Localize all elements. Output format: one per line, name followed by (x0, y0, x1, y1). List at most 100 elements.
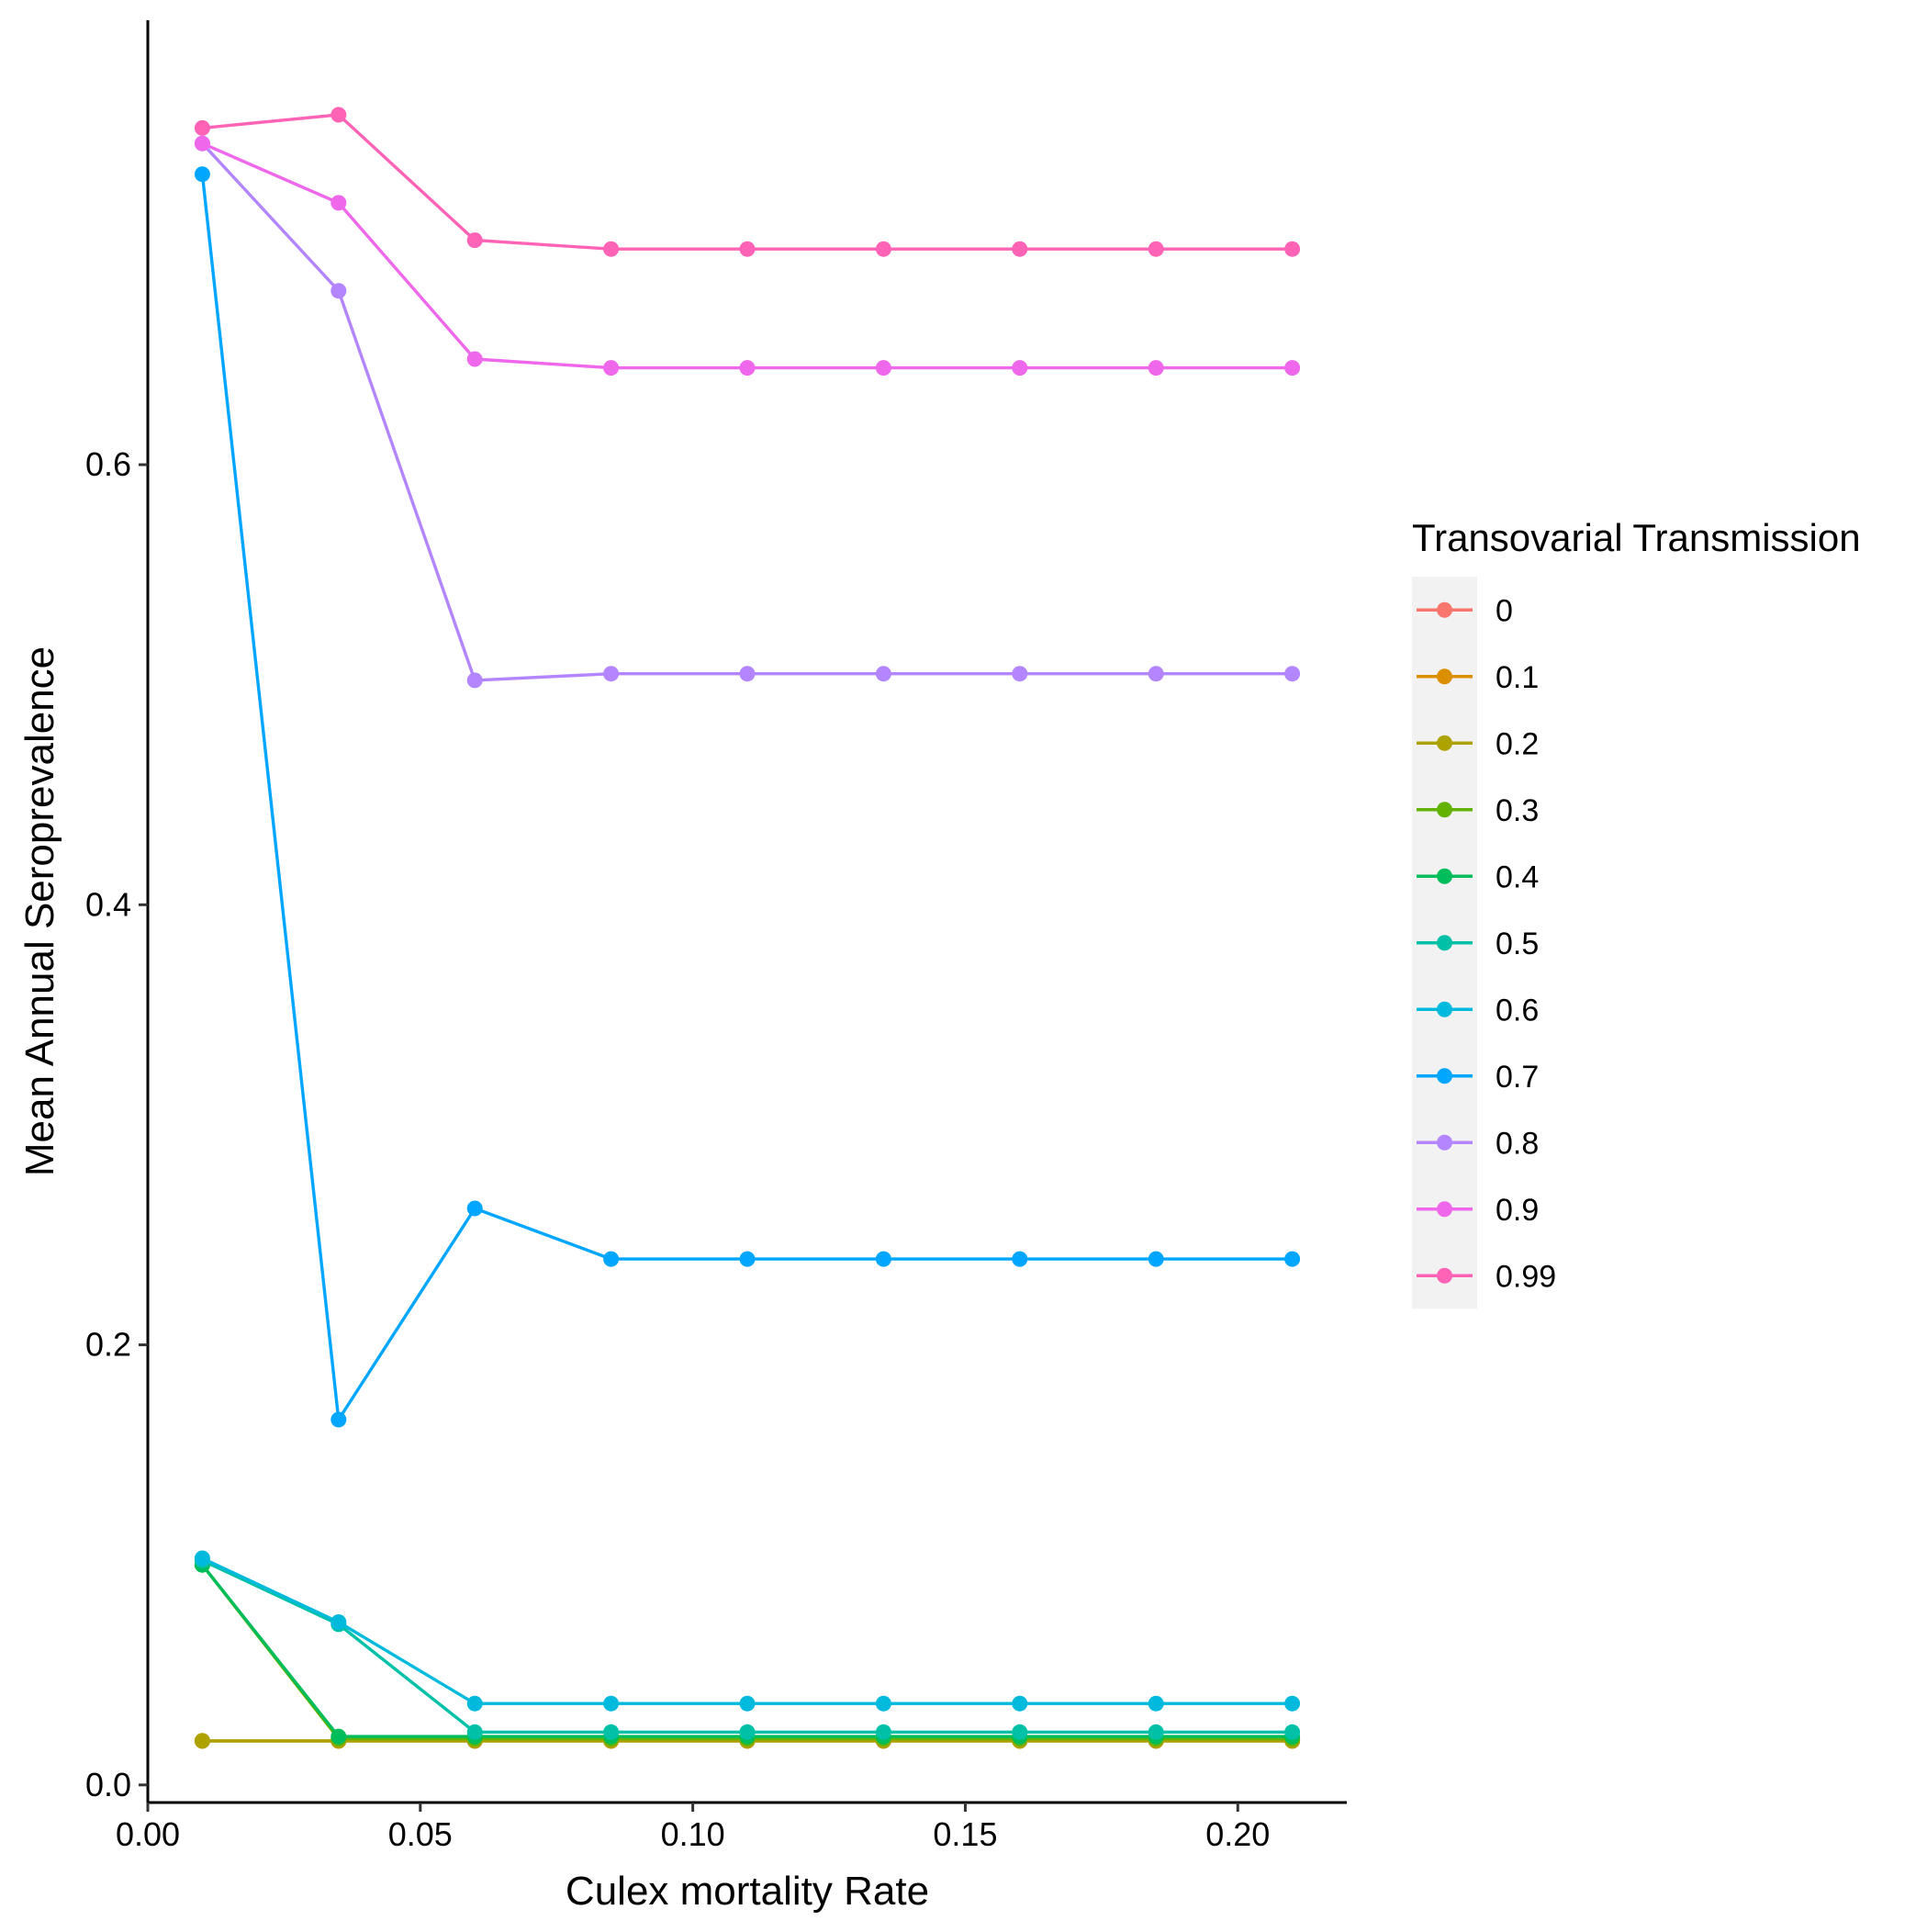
data-point (1284, 360, 1301, 376)
x-tick-label: 0.00 (116, 1815, 180, 1853)
legend-marker (1437, 668, 1452, 685)
data-point (1284, 1695, 1301, 1712)
y-tick-label: 0.6 (85, 445, 131, 483)
legend-marker (1437, 935, 1452, 951)
data-point (1148, 1695, 1164, 1712)
data-point (603, 241, 620, 257)
data-point (331, 107, 347, 123)
data-point (603, 666, 620, 682)
y-tick-label: 0.0 (85, 1766, 131, 1803)
data-point (875, 1251, 891, 1267)
legend-label: 0.7 (1496, 1060, 1539, 1095)
series-line (201, 1564, 1293, 1741)
data-point (466, 351, 483, 367)
data-point (194, 1550, 210, 1567)
data-point (194, 166, 210, 183)
legend-label: 0.6 (1496, 993, 1539, 1028)
data-point (466, 1724, 483, 1740)
data-point (331, 283, 347, 299)
legend-label: 0.8 (1496, 1126, 1539, 1161)
data-point (603, 360, 620, 376)
data-point (1148, 1724, 1164, 1740)
data-point (739, 1724, 756, 1740)
legend-item: 0.6 (1417, 993, 1539, 1028)
data-point (1148, 241, 1164, 257)
data-point (1012, 1251, 1028, 1267)
legend-marker (1437, 1267, 1452, 1284)
x-tick-label: 0.05 (388, 1815, 453, 1853)
data-point (1012, 1695, 1028, 1712)
series-0.8 (194, 135, 1301, 689)
data-point (875, 1695, 891, 1712)
legend-item: 0.9 (1417, 1193, 1539, 1228)
data-point (1148, 1251, 1164, 1267)
series-0.3 (194, 1556, 1301, 1747)
data-point (739, 1251, 756, 1267)
data-point (739, 666, 756, 682)
series-0.4 (194, 1556, 1301, 1745)
data-point (1012, 360, 1028, 376)
legend-title: Transovarial Transmission (1412, 516, 1861, 559)
legend-marker (1437, 1001, 1452, 1017)
legend-label: 0.5 (1496, 927, 1539, 961)
data-point (603, 1251, 620, 1267)
legend-item: 0.5 (1417, 927, 1539, 961)
legend-label: 0.1 (1496, 660, 1539, 695)
legend-marker (1437, 601, 1452, 618)
x-tick-label: 0.20 (1205, 1815, 1270, 1853)
legend-marker (1437, 1134, 1452, 1151)
legend-label: 0.3 (1496, 793, 1539, 828)
data-point (194, 135, 210, 152)
series-line (201, 142, 1293, 682)
data-point (466, 672, 483, 689)
legend-marker (1437, 735, 1452, 751)
data-point (875, 241, 891, 257)
data-point (603, 1724, 620, 1740)
legend-item: 0.7 (1417, 1060, 1539, 1095)
legend-item: 0.1 (1417, 660, 1539, 695)
legend-item: 0.99 (1417, 1259, 1556, 1294)
data-point (466, 1200, 483, 1217)
data-point (194, 119, 210, 136)
data-point (331, 1728, 347, 1745)
legend-item: 0.2 (1417, 726, 1539, 761)
legend-label: 0.4 (1496, 859, 1539, 894)
legend-label: 0.2 (1496, 726, 1539, 761)
axis-layer: 0.0 0.2 0.4 0.6 0.00 0.05 0.10 0.15 0.20 (85, 20, 1347, 1853)
legend-label: 0.9 (1496, 1193, 1539, 1228)
legend-item: 0.4 (1417, 859, 1539, 894)
legend-item: 0.3 (1417, 793, 1539, 828)
data-point (331, 1614, 347, 1630)
y-tick-label: 0.4 (85, 885, 131, 923)
data-point (739, 360, 756, 376)
data-point (875, 1724, 891, 1740)
legend-marker (1437, 868, 1452, 884)
data-point (875, 360, 891, 376)
series-0.9 (194, 135, 1301, 376)
data-point (1284, 1251, 1301, 1267)
data-point (466, 232, 483, 249)
legend-item: 0 (1417, 593, 1513, 628)
series-0.7 (194, 166, 1301, 1428)
data-point (194, 1733, 210, 1749)
data-point (1012, 1724, 1028, 1740)
data-point (1012, 241, 1028, 257)
data-point (875, 666, 891, 682)
data-point (1284, 1724, 1301, 1740)
legend-item: 0.8 (1417, 1126, 1539, 1161)
legend-marker (1437, 1201, 1452, 1218)
data-point (1284, 666, 1301, 682)
legend-label: 0 (1496, 593, 1513, 628)
y-tick-label: 0.2 (85, 1326, 131, 1364)
data-point (1148, 666, 1164, 682)
y-axis-title: Mean Annual Seroprevalence (17, 646, 62, 1176)
legend-label: 0.99 (1496, 1259, 1556, 1294)
data-point (1284, 241, 1301, 257)
x-tick-label: 0.10 (661, 1815, 725, 1853)
data-point (1148, 360, 1164, 376)
data-point (331, 195, 347, 211)
data-point (739, 241, 756, 257)
legend-marker (1437, 802, 1452, 818)
